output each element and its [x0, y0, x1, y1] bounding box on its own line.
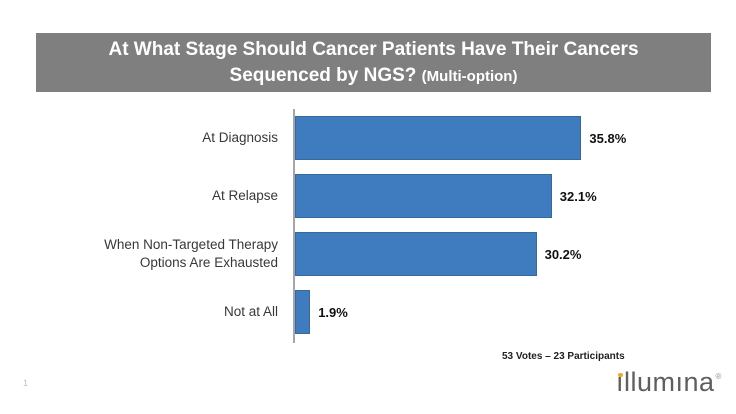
votes-participants-note: 53 Votes – 23 Participants	[502, 351, 625, 362]
bar-at-diagnosis	[295, 116, 582, 160]
bar-at-relapse	[295, 174, 552, 218]
title-line-2: Sequenced by NGS? (Multi-option)	[36, 63, 711, 89]
bar-not-at-all	[295, 290, 311, 334]
illumina-logo: ıllumına®	[616, 367, 722, 398]
page-number: 1	[23, 378, 29, 388]
registered-trademark-icon: ®	[715, 372, 722, 381]
bar-row-at-relapse: At Relapse 32.1%	[0, 174, 736, 218]
bar-row-non-targeted-exhausted: When Non-Targeted Therapy Options Are Ex…	[0, 232, 736, 276]
illumina-logo-orange-dot-icon	[618, 372, 623, 377]
bar-row-not-at-all: Not at All 1.9%	[0, 290, 736, 334]
value-label: 32.1%	[559, 188, 597, 204]
title-line-2-sub: (Multi-option)	[421, 67, 518, 85]
category-label: Not at All	[223, 304, 278, 320]
bar-chart: At Diagnosis 35.8% At Relapse 32.1% When…	[0, 109, 736, 348]
value-label: 1.9%	[318, 304, 348, 320]
bar-row-at-diagnosis: At Diagnosis 35.8%	[0, 116, 736, 160]
title-banner: At What Stage Should Cancer Patients Hav…	[36, 33, 711, 92]
title-line-2-main: Sequenced by NGS?	[229, 64, 417, 86]
bar-non-targeted-exhausted	[295, 232, 537, 276]
category-label: At Relapse	[211, 188, 278, 204]
category-label: When Non-Targeted Therapy Options Are Ex…	[104, 237, 278, 270]
category-label: At Diagnosis	[202, 130, 278, 146]
title-line-1: At What Stage Should Cancer Patients Hav…	[108, 38, 639, 60]
value-label: 35.8%	[589, 130, 627, 146]
illumina-logo-text: ıllumına	[616, 367, 715, 397]
y-axis-line	[293, 109, 295, 343]
value-label: 30.2%	[544, 246, 582, 262]
